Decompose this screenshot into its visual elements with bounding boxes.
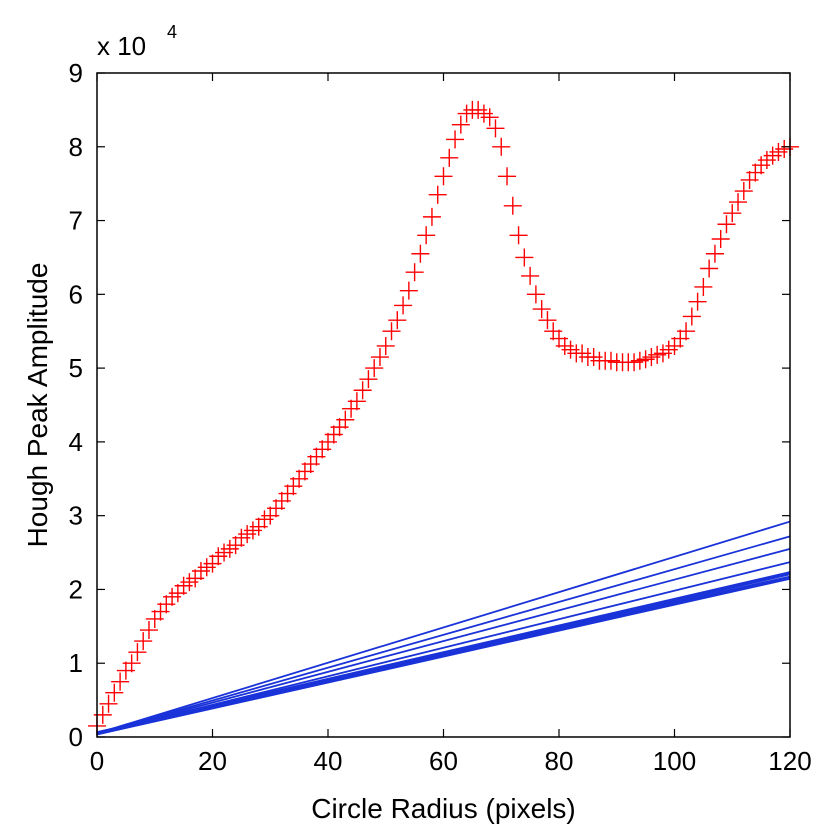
x-axis-label: Circle Radius (pixels) [311, 793, 576, 824]
x-tick-label: 120 [768, 746, 811, 776]
series-line [96, 547, 791, 735]
data-point [503, 196, 522, 215]
y-tick-label: 8 [69, 132, 83, 162]
data-point [486, 119, 505, 138]
y-tick-label: 0 [69, 722, 83, 752]
y-tick-label: 3 [69, 501, 83, 531]
data-point [451, 115, 470, 134]
plot-area: 0 20 40 60 80 100 120 0 1 2 3 4 5 6 7 8 9 [69, 58, 812, 776]
data-point [417, 226, 436, 245]
y-tick-label: 5 [69, 353, 83, 383]
data-point [734, 182, 753, 201]
data-point [122, 654, 141, 673]
data-point [446, 130, 465, 149]
data-point [705, 244, 724, 263]
data-point [128, 643, 147, 662]
data-point [428, 185, 447, 204]
x-tick-label: 20 [198, 746, 227, 776]
x-tick-label: 100 [653, 746, 696, 776]
data-point [382, 322, 401, 341]
data-point [434, 167, 453, 186]
data-point [365, 359, 384, 378]
x-tick-label: 0 [90, 746, 104, 776]
data-point [405, 263, 424, 282]
x-tick-label: 80 [545, 746, 574, 776]
data-point [394, 296, 413, 315]
data-point [682, 307, 701, 326]
data-point [422, 207, 441, 226]
data-point [498, 167, 517, 186]
series-line [96, 575, 791, 736]
y-tick-label: 1 [69, 648, 83, 678]
data-point [336, 410, 355, 429]
series-markers [88, 100, 799, 735]
y-tick-label: 7 [69, 206, 83, 236]
x-tick-label: 40 [314, 746, 343, 776]
y-axis-label: Hough Peak Amplitude [22, 263, 53, 548]
x-tick-label: 60 [429, 746, 458, 776]
data-point [677, 322, 696, 341]
data-point [700, 259, 719, 278]
data-point [399, 281, 418, 300]
data-point [105, 683, 124, 702]
y-tick-label: 2 [69, 574, 83, 604]
data-point [353, 381, 372, 400]
ticks-layer: 0 20 40 60 80 100 120 0 1 2 3 4 5 6 7 8 9 [69, 58, 812, 776]
data-point [711, 230, 730, 248]
data-point [521, 266, 540, 285]
y-tick-label: 6 [69, 279, 83, 309]
data-point [723, 204, 742, 223]
data-point [134, 632, 153, 651]
series-layer [88, 100, 799, 736]
data-point [139, 621, 158, 640]
data-point [347, 392, 366, 411]
y-tick-label: 4 [69, 427, 83, 457]
data-point [480, 108, 499, 127]
series-line [96, 535, 791, 735]
data-point [359, 370, 378, 389]
series-line [96, 520, 791, 735]
data-point [717, 215, 736, 234]
y-multiplier-exponent: 4 [167, 22, 177, 42]
y-multiplier-label: x 10 [97, 31, 146, 61]
data-point [111, 672, 130, 691]
data-point [526, 285, 545, 304]
data-point [729, 193, 748, 212]
data-point [688, 292, 707, 311]
data-point [694, 277, 713, 296]
data-point [440, 148, 459, 167]
data-point [515, 248, 534, 267]
data-point [370, 348, 389, 367]
data-point [411, 244, 430, 263]
data-point [99, 694, 118, 713]
y-multiplier: x 10 4 [97, 22, 177, 61]
y-tick-label: 9 [69, 58, 83, 88]
data-point [388, 311, 407, 330]
data-point [492, 137, 511, 156]
data-point [376, 336, 395, 355]
data-point [509, 226, 528, 245]
data-point [538, 311, 557, 330]
data-point [532, 300, 551, 319]
